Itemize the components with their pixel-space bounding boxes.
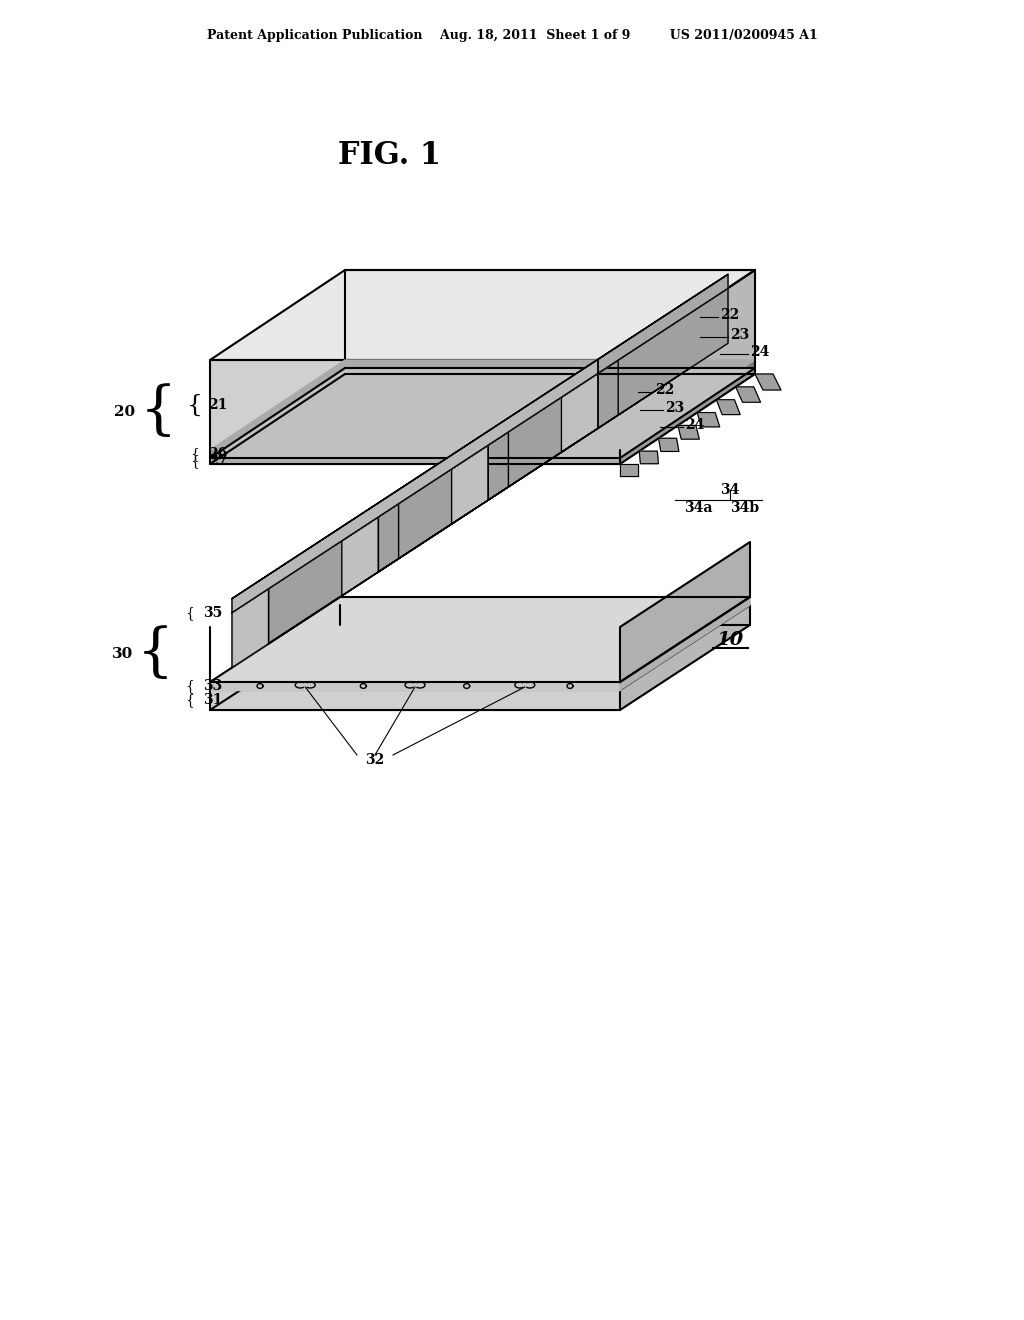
Polygon shape — [210, 360, 755, 450]
Polygon shape — [697, 413, 720, 426]
Polygon shape — [488, 367, 691, 500]
Polygon shape — [620, 368, 755, 465]
Polygon shape — [598, 288, 728, 428]
Polygon shape — [717, 400, 740, 414]
Polygon shape — [488, 360, 618, 500]
Polygon shape — [598, 275, 728, 374]
Text: 21: 21 — [208, 399, 227, 412]
Polygon shape — [232, 504, 398, 612]
Polygon shape — [658, 438, 679, 451]
Text: {: { — [136, 626, 173, 682]
Text: 23: 23 — [730, 327, 750, 342]
Text: FIG. 1: FIG. 1 — [339, 140, 441, 170]
Polygon shape — [379, 432, 508, 572]
Polygon shape — [561, 288, 728, 397]
Polygon shape — [561, 374, 598, 453]
Polygon shape — [268, 504, 398, 644]
Polygon shape — [620, 360, 755, 458]
Text: 33: 33 — [203, 678, 222, 693]
Polygon shape — [452, 445, 488, 524]
Polygon shape — [342, 432, 508, 541]
Polygon shape — [210, 458, 620, 465]
Polygon shape — [620, 543, 750, 682]
Text: 34: 34 — [720, 483, 739, 498]
Polygon shape — [452, 360, 618, 469]
Text: 27: 27 — [208, 454, 227, 469]
Text: 32: 32 — [366, 752, 385, 767]
Polygon shape — [210, 360, 620, 450]
Text: {: { — [190, 454, 200, 469]
Text: {: { — [190, 447, 200, 461]
Text: 35: 35 — [203, 606, 222, 620]
Polygon shape — [755, 374, 781, 389]
Polygon shape — [678, 425, 699, 440]
Text: 10: 10 — [717, 631, 743, 649]
Text: 31: 31 — [203, 693, 222, 708]
Text: 20: 20 — [114, 405, 135, 418]
Text: 23: 23 — [665, 401, 684, 414]
Polygon shape — [210, 271, 755, 360]
Text: 26: 26 — [208, 447, 227, 461]
Polygon shape — [232, 359, 598, 612]
Text: 34a: 34a — [684, 502, 713, 515]
Polygon shape — [620, 597, 750, 690]
Text: 24: 24 — [750, 345, 769, 359]
Text: {: { — [187, 393, 203, 417]
Text: {: { — [185, 678, 195, 693]
Polygon shape — [210, 368, 755, 458]
Polygon shape — [379, 440, 582, 572]
Polygon shape — [620, 271, 755, 450]
Polygon shape — [232, 589, 268, 668]
Polygon shape — [210, 682, 620, 690]
Text: Patent Application Publication    Aug. 18, 2011  Sheet 1 of 9         US 2011/02: Patent Application Publication Aug. 18, … — [207, 29, 817, 41]
Polygon shape — [639, 451, 658, 463]
Polygon shape — [232, 275, 728, 598]
Polygon shape — [210, 690, 620, 710]
Text: {: { — [139, 384, 176, 440]
Polygon shape — [735, 387, 761, 403]
Text: 22: 22 — [720, 308, 739, 322]
Text: 24: 24 — [685, 418, 705, 432]
Polygon shape — [620, 605, 750, 710]
Polygon shape — [620, 465, 638, 477]
Text: 30: 30 — [112, 647, 133, 661]
Text: 34b: 34b — [730, 502, 760, 515]
Polygon shape — [210, 597, 750, 682]
Polygon shape — [210, 605, 750, 690]
Text: {: { — [185, 693, 195, 708]
Text: {: { — [185, 606, 195, 620]
Polygon shape — [210, 450, 620, 458]
Text: 22: 22 — [655, 383, 674, 397]
Polygon shape — [268, 511, 472, 644]
Polygon shape — [342, 517, 379, 595]
